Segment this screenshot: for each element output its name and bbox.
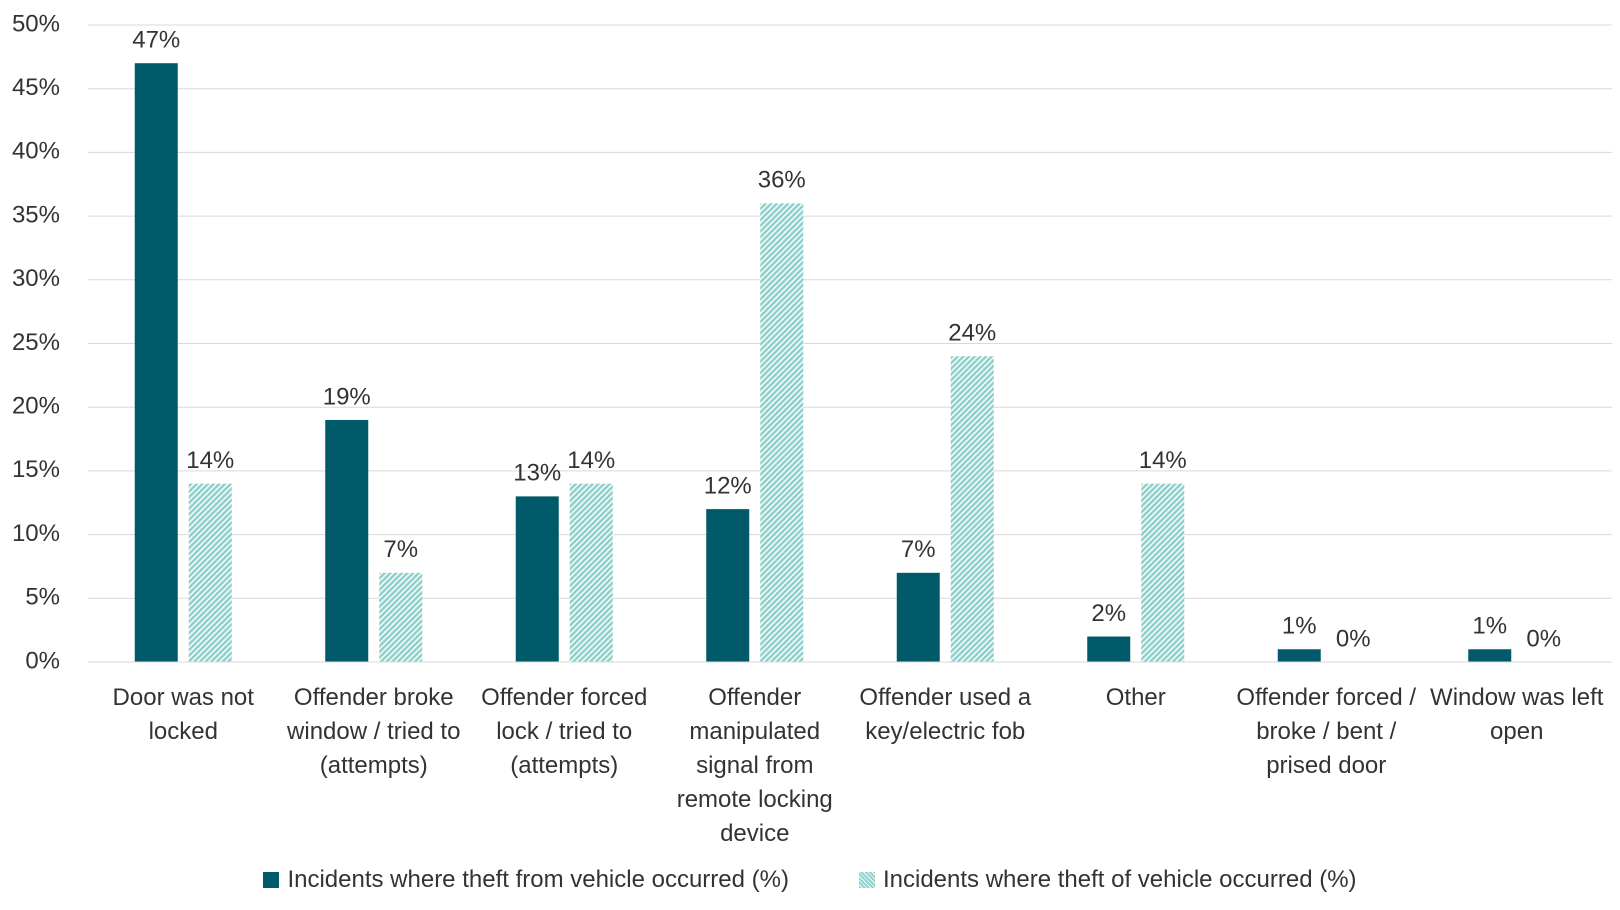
legend-label: Incidents where theft of vehicle occurre… xyxy=(882,866,1357,893)
y-tick-label: 30% xyxy=(12,265,60,292)
x-tick-label: Offender manipulated signal from remote … xyxy=(676,684,833,847)
legend-item: Incidents where theft of vehicle occurre… xyxy=(858,866,1357,894)
bar xyxy=(950,356,994,662)
y-tick-label: 40% xyxy=(12,138,60,165)
data-label: 14% xyxy=(186,447,234,474)
y-tick-label: 15% xyxy=(12,456,60,483)
x-tick-label: Window was left open xyxy=(1430,684,1604,745)
bar xyxy=(1141,483,1185,662)
data-label: 47% xyxy=(132,27,180,54)
data-label: 7% xyxy=(383,536,418,563)
data-label: 0% xyxy=(1336,625,1371,652)
y-tick-label: 10% xyxy=(12,520,60,547)
bar xyxy=(760,203,804,663)
data-label: 36% xyxy=(758,167,806,194)
x-tick-label: Offender forced lock / tried to (attempt… xyxy=(481,684,648,779)
legend-swatch xyxy=(858,872,875,888)
data-label: 1% xyxy=(1472,613,1507,640)
data-label: 2% xyxy=(1091,600,1126,627)
bar xyxy=(896,572,940,662)
x-tick-label: Offender broke window / tried to (attemp… xyxy=(287,684,461,779)
bar xyxy=(1277,649,1321,662)
data-label: 0% xyxy=(1526,625,1561,652)
data-label: 19% xyxy=(323,383,371,410)
y-tick-label: 35% xyxy=(12,201,60,228)
y-tick-label: 45% xyxy=(12,74,60,101)
legend-swatch xyxy=(263,872,280,888)
data-label: 7% xyxy=(901,536,936,563)
y-tick-label: 0% xyxy=(25,647,60,674)
bar xyxy=(188,483,232,662)
legend-label: Incidents where theft from vehicle occur… xyxy=(287,866,789,893)
bar xyxy=(515,496,559,662)
y-tick-label: 25% xyxy=(12,329,60,356)
data-label: 12% xyxy=(704,472,752,499)
data-label: 24% xyxy=(948,320,996,347)
data-label: 14% xyxy=(567,447,615,474)
legend: Incidents where theft from vehicle occur… xyxy=(0,866,1620,894)
data-label: 14% xyxy=(1139,447,1187,474)
bar xyxy=(325,419,369,662)
bar xyxy=(1468,649,1512,662)
data-label: 13% xyxy=(513,460,561,487)
bar xyxy=(1087,636,1131,662)
y-tick-label: 20% xyxy=(12,393,60,420)
x-tick-label: Offender forced / broke / bent / prised … xyxy=(1236,684,1417,779)
x-tick-label: Door was not locked xyxy=(112,684,254,745)
x-tick-label: Offender used a key/electric fob xyxy=(859,684,1032,745)
y-tick-label: 5% xyxy=(25,584,60,611)
y-tick-label: 50% xyxy=(12,10,60,37)
x-tick-label: Other xyxy=(1105,684,1166,711)
bar xyxy=(569,483,613,662)
bar xyxy=(706,509,750,662)
bar xyxy=(379,572,423,662)
bar xyxy=(134,63,178,663)
data-label: 1% xyxy=(1282,613,1317,640)
legend-item: Incidents where theft from vehicle occur… xyxy=(263,866,789,894)
